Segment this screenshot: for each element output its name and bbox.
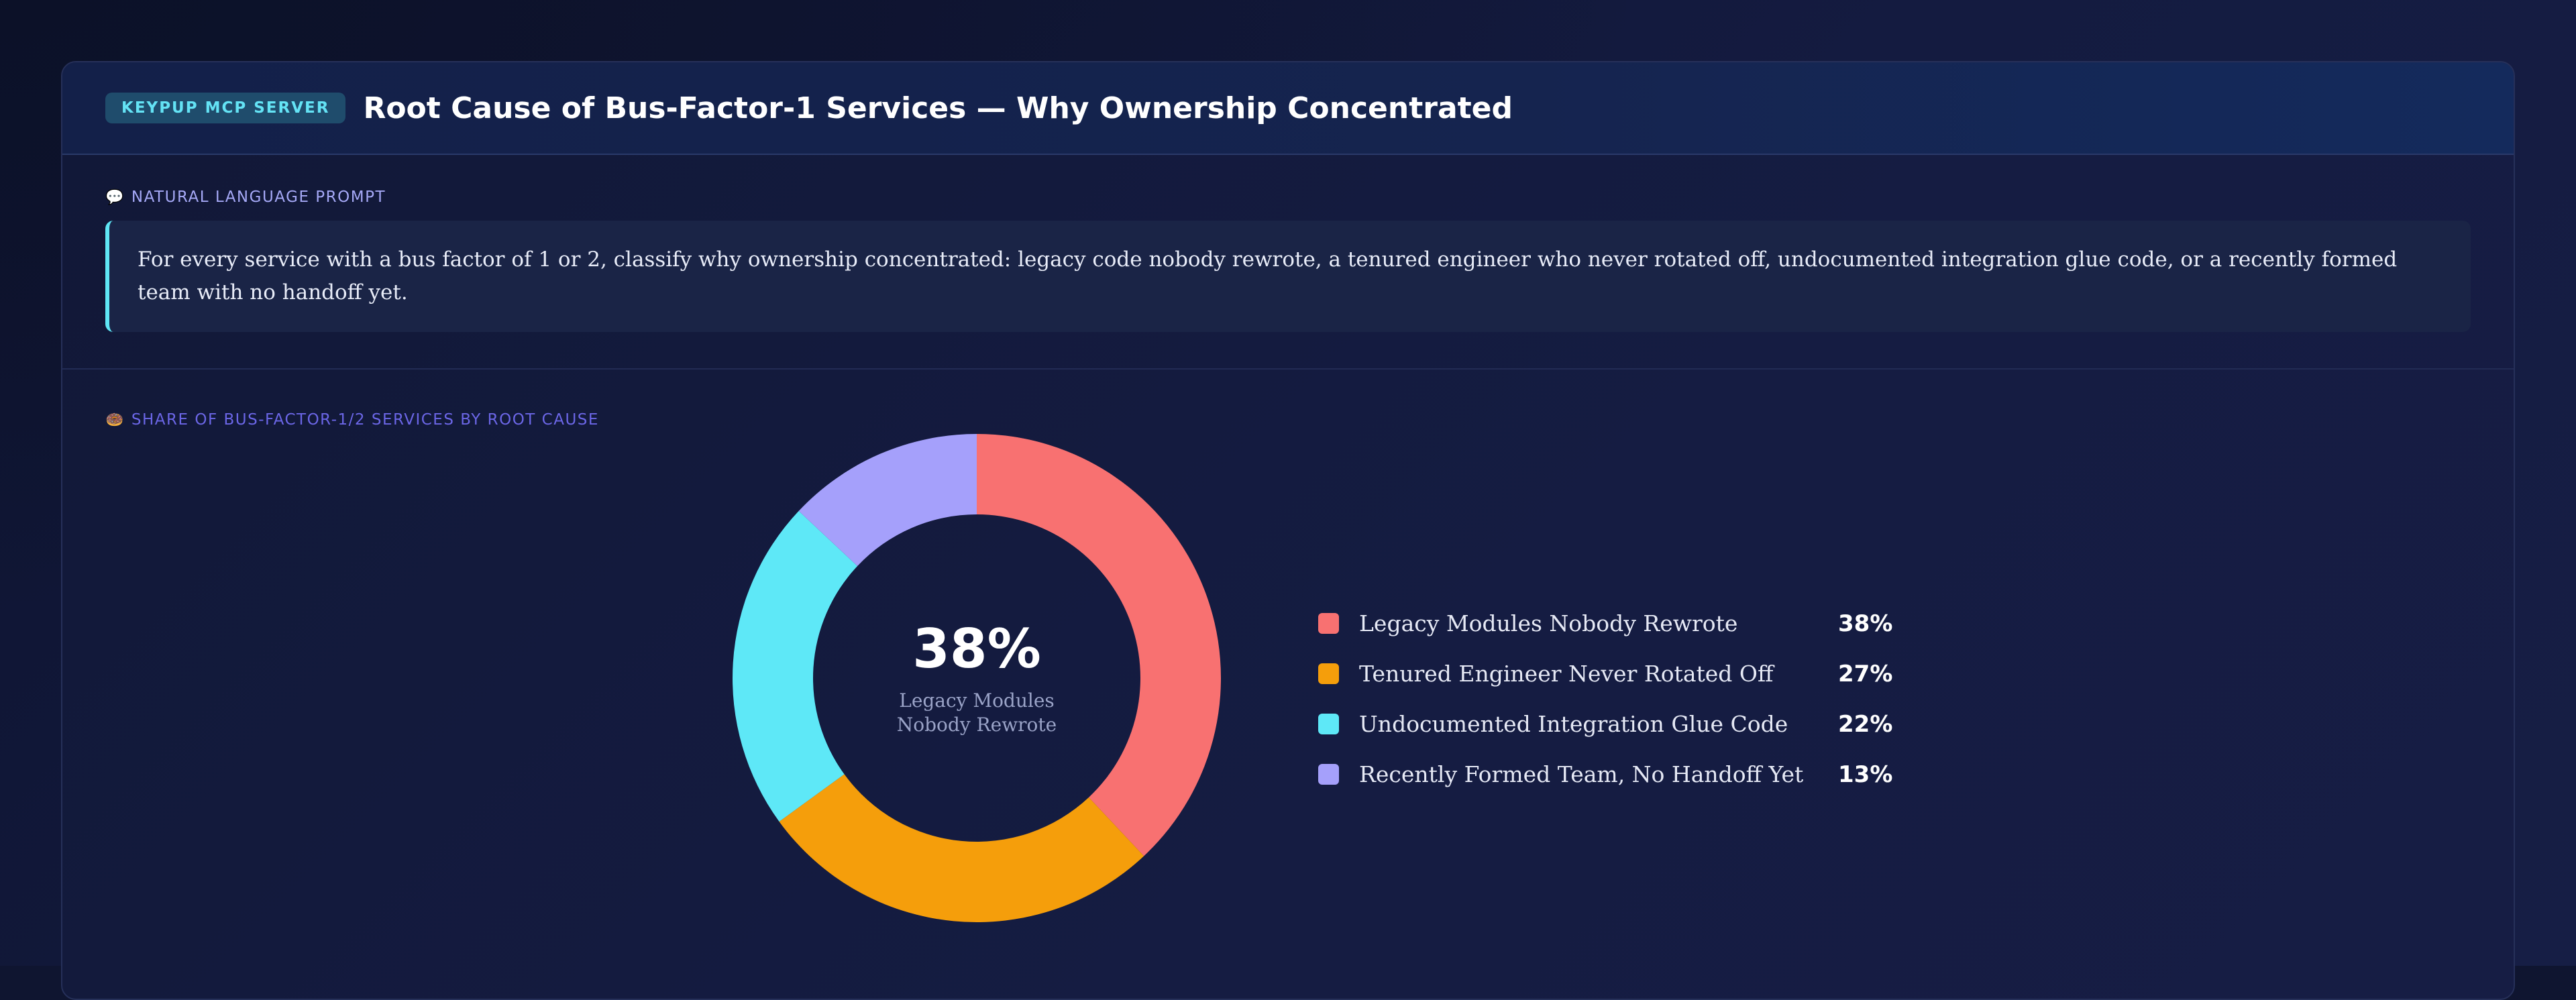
legend-value: 13% [1838,761,1893,788]
donut-slice-3 [733,510,858,822]
legend-label: Legacy Modules Nobody Rewrote [1359,610,1738,636]
legend-item: Legacy Modules Nobody Rewrote 38% [1318,598,1892,649]
legend-value: 22% [1838,710,1893,738]
prompt-text: For every service with a bus factor of 1… [105,221,2471,332]
page-title: Root Cause of Bus-Factor-1 Services — Wh… [363,91,1513,125]
legend-label: Undocumented Integration Glue Code [1359,711,1788,737]
speech-bubble-icon: 💬 [105,188,125,206]
legend-value: 27% [1838,660,1893,687]
legend-swatch [1318,714,1339,734]
chart-label-text: SHARE OF BUS-FACTOR-1/2 SERVICES BY ROOT… [131,411,599,429]
donut-slice-1 [977,434,1222,856]
donut-center: 38% Legacy Modules Nobody Rewrote [729,430,1225,926]
chart-legend: Legacy Modules Nobody Rewrote 38% Tenure… [1318,598,1892,799]
center-value: 38% [912,618,1041,680]
chart-label: 🍩 SHARE OF BUS-FACTOR-1/2 SERVICES BY RO… [105,411,2471,429]
legend-item: Tenured Engineer Never Rotated Off 27% [1318,649,1892,699]
prompt-section: 💬 NATURAL LANGUAGE PROMPT For every serv… [62,155,2514,370]
donut-chart: 38% Legacy Modules Nobody Rewrote [729,430,1225,926]
donut-slice-4 [798,434,977,566]
legend-label: Recently Formed Team, No Handoff Yet [1359,761,1804,787]
chart-section: 🍩 SHARE OF BUS-FACTOR-1/2 SERVICES BY RO… [62,370,2514,973]
legend-label: Tenured Engineer Never Rotated Off [1359,661,1774,687]
legend-item: Undocumented Integration Glue Code 22% [1318,699,1892,749]
donut-icon: 🍩 [105,411,125,429]
center-label: Legacy Modules Nobody Rewrote [896,689,1057,736]
prompt-label: 💬 NATURAL LANGUAGE PROMPT [105,188,2471,206]
legend-value: 38% [1838,610,1893,637]
card-header: KEYPUP MCP SERVER Root Cause of Bus-Fact… [62,62,2514,155]
donut-svg [733,434,1222,922]
donut-slice-2 [779,774,1144,922]
report-card: KEYPUP MCP SERVER Root Cause of Bus-Fact… [61,61,2515,1000]
legend-swatch [1318,613,1339,634]
legend-item: Recently Formed Team, No Handoff Yet 13% [1318,749,1892,799]
legend-swatch [1318,764,1339,785]
prompt-label-text: NATURAL LANGUAGE PROMPT [131,188,386,206]
legend-swatch [1318,663,1339,684]
server-badge: KEYPUP MCP SERVER [105,93,346,123]
